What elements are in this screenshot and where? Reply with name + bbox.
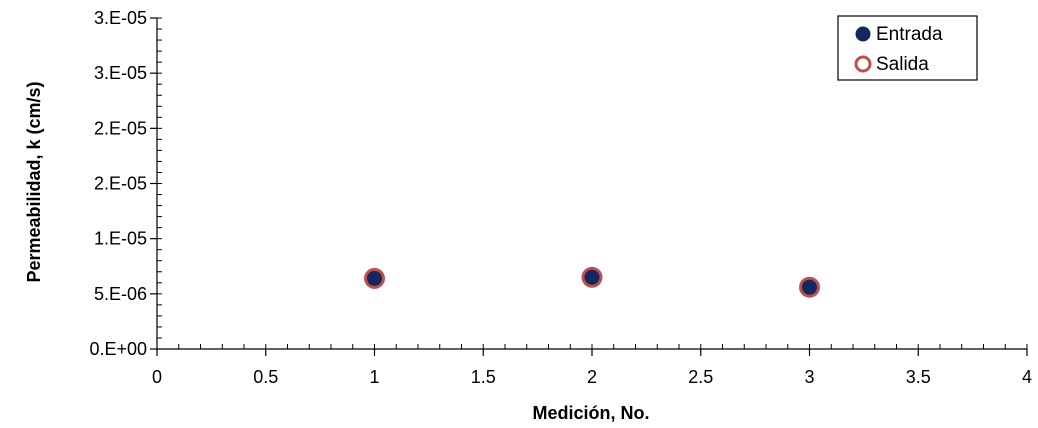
legend-label-entrada: Entrada <box>876 24 943 45</box>
x-tick-label: 0 <box>152 367 162 387</box>
x-tick-label: 4 <box>1022 367 1032 387</box>
legend-label-salida: Salida <box>876 54 929 75</box>
data-markers <box>364 266 820 298</box>
y-tick-label: 2.E-05 <box>94 174 147 194</box>
y-tick-label: 3.E-05 <box>94 8 147 28</box>
legend-marker-salida <box>854 55 872 73</box>
legend-marker-entrada <box>855 26 871 42</box>
x-tick-label: 2 <box>587 367 597 387</box>
x-axis-title: Medición, No. <box>533 403 650 423</box>
x-tick-label: 1 <box>369 367 379 387</box>
data-point-entrada <box>584 269 600 285</box>
y-tick-label: 1.E-05 <box>94 229 147 249</box>
data-point-entrada <box>367 270 382 286</box>
x-tick-label: 3 <box>804 367 814 387</box>
x-tick-label: 1.5 <box>471 367 496 387</box>
y-axis-title: Permeabilidad, k (cm/s) <box>24 81 44 282</box>
y-tick-labels: 0.E+00 5.E-06 1.E-05 2.E-05 2.E-05 3.E-05 3.E-… <box>89 8 147 359</box>
x-tick-label: 2.5 <box>688 367 713 387</box>
y-tick-label: 0.E+00 <box>89 339 147 359</box>
data-point-entrada <box>802 279 817 295</box>
legend: Entrada Salida <box>837 15 978 81</box>
minor-ticks <box>156 17 1028 350</box>
y-tick-label: 3.E-05 <box>94 63 147 83</box>
y-tick-label: 5.E-06 <box>94 284 147 304</box>
x-tick-label: 0.5 <box>253 367 278 387</box>
x-tick-labels: 0 0.5 1 1.5 2 2.5 3 3.5 4 <box>152 367 1032 387</box>
y-tick-label: 2.E-05 <box>94 118 147 138</box>
x-tick-label: 3.5 <box>906 367 931 387</box>
major-ticks <box>150 17 1028 356</box>
